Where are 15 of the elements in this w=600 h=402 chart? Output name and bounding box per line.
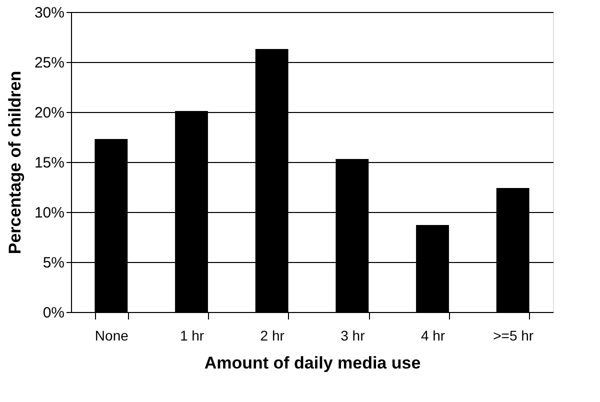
y-tick-label: 25% bbox=[34, 54, 64, 72]
y-tick-label: 15% bbox=[34, 154, 64, 172]
x-tick-label: 4 hr bbox=[420, 328, 446, 344]
x-tick-label: 1 hr bbox=[180, 328, 204, 344]
x-tick-label: 3 hr bbox=[340, 328, 366, 344]
x-tick-label: None bbox=[94, 328, 129, 344]
y-tick-label: 20% bbox=[34, 104, 64, 122]
x-tick-label: >=5 hr bbox=[493, 328, 534, 344]
y-tick-label: 0% bbox=[42, 304, 64, 322]
x-tick-label: 2 hr bbox=[260, 328, 285, 344]
x-axis-title: Amount of daily media use bbox=[204, 354, 421, 372]
y-tick-label: 30% bbox=[34, 4, 64, 22]
y-tick-label: 10% bbox=[34, 204, 64, 222]
y-tick-label: 5% bbox=[42, 254, 64, 272]
y-axis-title: Percentage of children bbox=[5, 70, 24, 254]
